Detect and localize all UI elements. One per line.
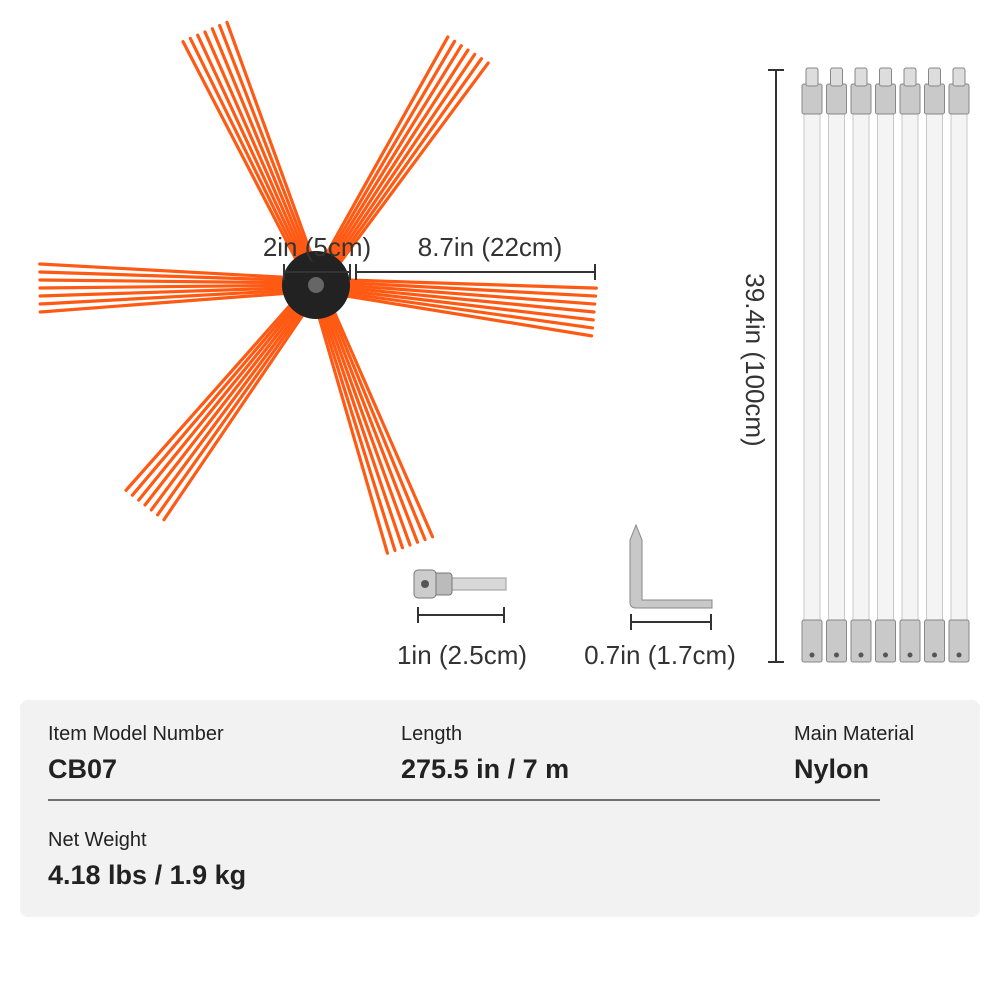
bristle <box>313 289 594 338</box>
bristle <box>314 285 595 322</box>
rod-cap <box>826 619 847 663</box>
rod-tip <box>952 67 966 87</box>
dimension-label: 1in (2.5cm) <box>397 640 527 670</box>
dimension-label: 2in (5cm) <box>263 232 371 262</box>
rod-cap <box>801 619 823 663</box>
bristle <box>38 289 318 314</box>
rod-screw <box>834 652 839 658</box>
bristle <box>38 285 318 298</box>
dimension-label: 0.7in (1.7cm) <box>584 640 736 670</box>
bristle <box>318 282 427 542</box>
spec-value: 4.18 lbs / 1.9 kg <box>48 860 246 890</box>
bristle <box>316 282 420 544</box>
rod-cap <box>899 619 921 663</box>
bristle <box>312 44 463 286</box>
rod-screw <box>956 652 962 658</box>
rod-cap <box>948 619 970 663</box>
rod-tip <box>879 67 892 87</box>
bristle <box>130 280 315 497</box>
bristle <box>314 277 598 290</box>
rod-screw <box>883 652 888 658</box>
bristle <box>310 284 397 553</box>
bristle <box>314 281 597 306</box>
rod-tip <box>928 67 941 87</box>
rod-tip <box>805 67 819 87</box>
bristle <box>308 285 390 555</box>
spec-value: Nylon <box>794 754 869 784</box>
spec-value: CB07 <box>48 754 117 784</box>
spec-value: 275.5 in / 7 m <box>401 754 569 784</box>
bristle <box>156 285 321 517</box>
bristle <box>314 48 470 287</box>
spec-panel <box>20 700 980 917</box>
rod <box>926 99 943 631</box>
bristle <box>225 20 324 285</box>
rod-cap <box>875 619 896 663</box>
spec-label: Main Material <box>794 723 914 745</box>
bristle <box>314 279 598 298</box>
bristle <box>314 283 596 314</box>
bristle <box>137 282 317 502</box>
rod-screw <box>858 652 864 658</box>
hub-hole <box>308 277 324 293</box>
rods <box>801 67 970 663</box>
bristle <box>203 30 318 287</box>
rod-cap <box>924 83 945 115</box>
bristle <box>210 27 320 286</box>
rod-screw <box>809 652 815 658</box>
bristles <box>38 20 598 555</box>
rod-cap <box>850 619 872 663</box>
dimension-label: 8.7in (22cm) <box>418 232 563 262</box>
bristle <box>38 287 318 306</box>
bristle <box>143 283 318 507</box>
spec-label: Item Model Number <box>48 723 224 745</box>
bristle <box>38 278 318 285</box>
bristle <box>314 287 595 330</box>
rod <box>803 99 821 631</box>
rod <box>901 99 919 631</box>
hex-wrench <box>629 523 713 609</box>
rod-cap <box>948 83 970 115</box>
bristle <box>149 284 320 512</box>
rod-cap <box>850 83 872 115</box>
rod-cap <box>801 83 823 115</box>
dimension-label: 39.4in (100cm) <box>740 273 770 446</box>
rod-cap <box>924 619 945 663</box>
rod-screw <box>932 652 937 658</box>
rod <box>877 99 894 631</box>
bristle <box>309 35 450 284</box>
rod-tip <box>854 67 868 87</box>
rod <box>950 99 968 631</box>
spec-label: Net Weight <box>48 829 147 851</box>
bristle <box>124 279 313 492</box>
bristle <box>312 284 405 550</box>
bristle <box>162 287 323 522</box>
bristle <box>317 57 484 289</box>
bristle <box>316 52 477 288</box>
spec-label: Length <box>401 723 462 745</box>
rod-cap <box>875 83 896 115</box>
bristle <box>319 61 490 290</box>
rod <box>852 99 870 631</box>
bristle <box>320 281 435 539</box>
rod-cap <box>899 83 921 115</box>
rod-tip <box>830 67 843 87</box>
rod <box>828 99 845 631</box>
rod-tip <box>903 67 917 87</box>
rod-cap <box>826 83 847 115</box>
bristle <box>314 283 412 547</box>
bristle <box>181 40 313 290</box>
adapter <box>413 569 507 599</box>
rod-screw <box>907 652 913 658</box>
bristle <box>188 36 314 289</box>
bristle <box>38 283 318 290</box>
bristle <box>311 39 457 285</box>
bristle <box>196 33 316 288</box>
bristle <box>218 23 322 285</box>
bristle <box>38 270 318 283</box>
bristle <box>38 262 318 281</box>
